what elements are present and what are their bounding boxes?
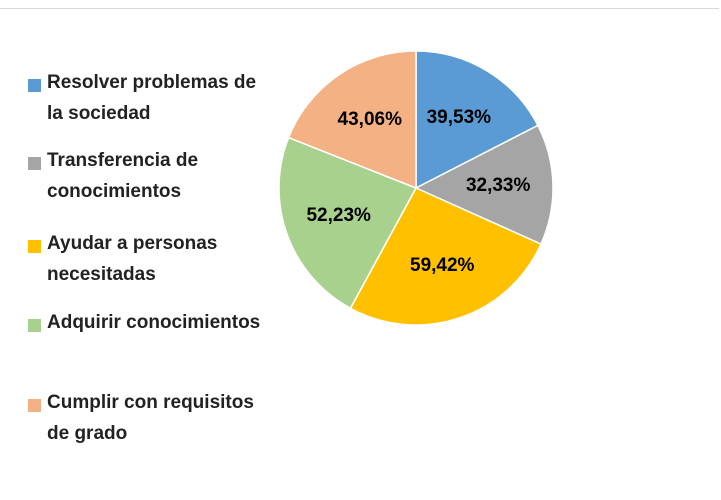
legend-label: Ayudar a personas necesitadas — [47, 233, 218, 285]
legend-swatch — [28, 157, 41, 170]
pie-slice — [414, 124, 554, 246]
legend-swatch — [28, 319, 41, 332]
pie-slice — [287, 50, 417, 190]
legend-label: Resolver problemas de la sociedad — [47, 72, 257, 124]
pie-slice — [415, 50, 539, 190]
legend-swatch — [28, 240, 41, 253]
legend-label: Transferencia de conocimientos — [47, 150, 199, 202]
legend-label: Cumplir con requisitos de grado — [47, 392, 254, 444]
legend-item: Ayudar a personas necesitadas — [28, 233, 278, 290]
data-label: 32,33% — [466, 175, 531, 196]
data-label: 39,53% — [427, 107, 492, 128]
legend-item: Adquirir conocimientos — [28, 312, 278, 338]
legend-item: Transferencia de conocimientos — [28, 150, 278, 207]
legend-swatch — [28, 79, 41, 92]
legend-item: Resolver problemas de la sociedad — [28, 72, 278, 129]
data-label: 59,42% — [410, 255, 475, 276]
pie-slice — [278, 136, 418, 310]
legend-label: Adquirir conocimientos — [47, 312, 261, 333]
data-label: 52,23% — [306, 205, 371, 226]
data-label: 43,06% — [338, 109, 403, 130]
legend-item: Cumplir con requisitos de grado — [28, 392, 278, 449]
chart-frame — [0, 8, 719, 499]
legend-swatch — [28, 399, 41, 412]
